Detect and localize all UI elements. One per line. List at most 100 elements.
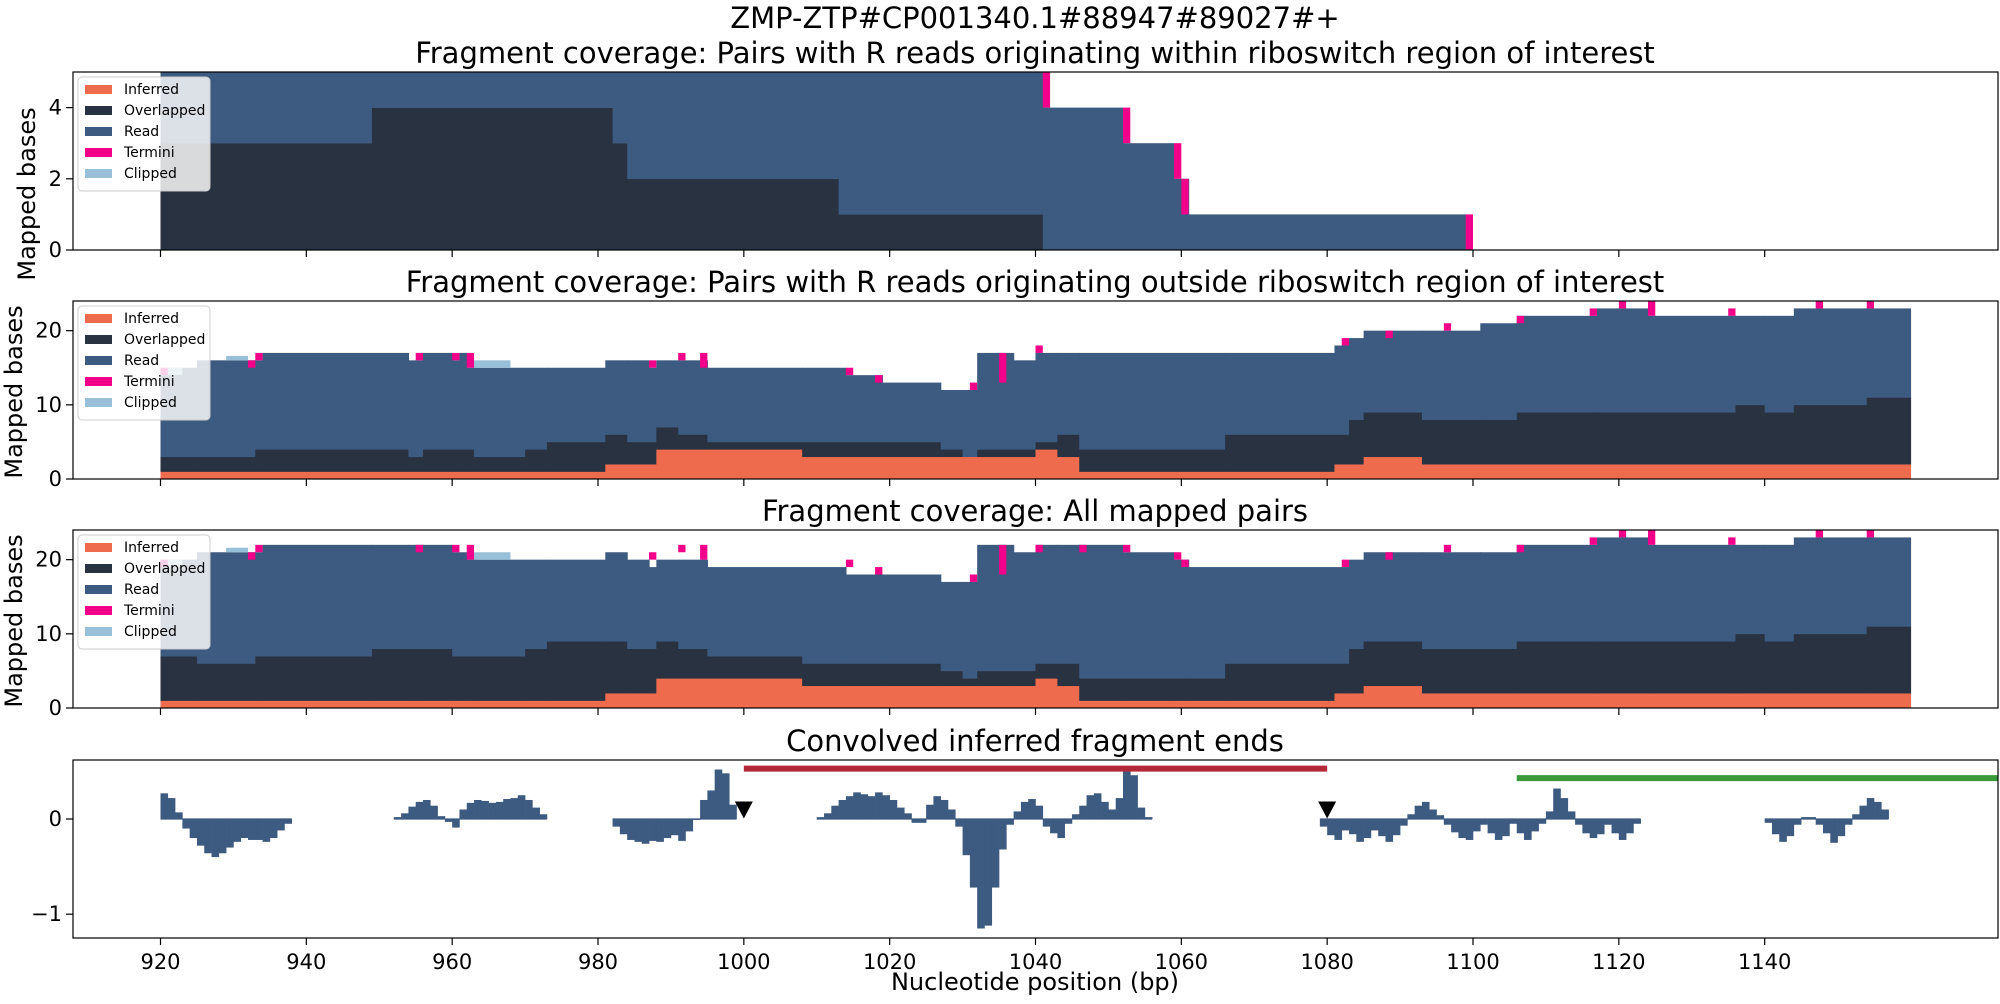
read-bar [1123, 143, 1175, 250]
overlapped-bar [1421, 648, 1481, 694]
read-bar [262, 544, 373, 657]
termini-bar [649, 360, 657, 368]
convolved-bar [896, 807, 905, 820]
inferred-bar [262, 471, 410, 479]
overlapped-bar [1480, 419, 1518, 465]
overlapped-bar [1079, 449, 1226, 472]
convolved-bar [218, 819, 227, 854]
overlapped-bar [160, 456, 198, 472]
overlapped-bar [962, 678, 978, 687]
convolved-bar [1815, 819, 1824, 825]
convolved-bar [612, 819, 621, 827]
overlapped-bar [466, 449, 475, 472]
read-bar [802, 367, 847, 443]
x-tick-label: 1020 [863, 950, 916, 974]
inferred-bar [466, 471, 475, 479]
overlapped-bar [1385, 412, 1423, 458]
read-bar [605, 360, 628, 435]
convolved-bar [1079, 805, 1087, 820]
overlapped-bar [707, 441, 803, 450]
inferred-bar [882, 685, 942, 708]
convolved-bar [1859, 805, 1868, 820]
convolved-bar [1589, 819, 1598, 839]
read-bar [1421, 552, 1481, 649]
overlapped-bar [1363, 641, 1387, 687]
convolved-bar [619, 819, 628, 835]
read-bar [262, 352, 410, 450]
inferred-bar [940, 456, 964, 479]
read-bar [656, 559, 679, 642]
overlapped-bar [452, 449, 461, 472]
overlapped-bar [474, 456, 526, 472]
inferred-bar [1480, 464, 1518, 479]
inferred-bar [882, 456, 942, 479]
inferred-bar [474, 471, 526, 479]
termini-bar [678, 352, 686, 361]
x-tick-label: 960 [432, 950, 472, 974]
convolved-bar [729, 804, 737, 820]
overlapped-bar [262, 449, 410, 472]
read-bar [1385, 552, 1423, 642]
termini-bar [255, 352, 263, 361]
read-bar [1596, 308, 1649, 413]
inferred-bar [1225, 700, 1336, 708]
read-bar [1421, 330, 1481, 420]
convolved-bar [1130, 775, 1138, 820]
read-bar [649, 367, 657, 443]
overlapped-bar [452, 656, 468, 701]
inferred-bar [678, 449, 708, 479]
convolved-bar [948, 809, 956, 820]
convolved-bar [503, 799, 511, 820]
convolved-bar [233, 819, 242, 842]
overlapped-bar [1735, 404, 1766, 465]
convolved-bar [1509, 819, 1518, 824]
chart-title: Convolved inferred fragment ends [786, 724, 1284, 758]
convolved-bar [269, 819, 278, 839]
legend: Inferred Overlapped Read Termini Clipped [77, 534, 211, 650]
overlapped-bar [1013, 449, 1037, 458]
inferred-bar [255, 471, 264, 479]
convolved-bar [1050, 819, 1058, 834]
inferred-bar [977, 456, 1015, 479]
convolved-bar [1385, 819, 1394, 842]
read-bar [962, 581, 978, 679]
overlapped-bar [1225, 434, 1336, 472]
overlapped-bar [678, 648, 708, 679]
legend-swatch-overlapped [85, 564, 112, 573]
convolved-bar [824, 813, 832, 820]
convolved-bar [510, 798, 519, 820]
overlapped-bar [1334, 434, 1350, 465]
termini-bar [1618, 301, 1627, 309]
clipped-bar [226, 547, 248, 553]
termini-bar [1443, 544, 1452, 553]
inferred-bar [525, 471, 548, 479]
read-bar [1334, 567, 1350, 664]
convolved-bar [393, 817, 402, 820]
convolved-bar [1830, 819, 1838, 843]
inferred-bar [1363, 456, 1387, 479]
convolved-bar [248, 819, 256, 840]
inferred-bar [1035, 449, 1044, 479]
convolved-bar [1575, 819, 1583, 825]
x-tick-label: 1060 [1155, 950, 1208, 974]
convolved-bar [277, 819, 285, 831]
convolved-bar [1064, 819, 1073, 824]
inferred-bar [1421, 464, 1481, 479]
termini-bar [969, 574, 978, 582]
inferred-bar [962, 456, 978, 479]
convolved-bar [1035, 805, 1044, 820]
inferred-bar [160, 471, 198, 479]
overlapped-bar [408, 648, 424, 701]
inferred-bar [1349, 693, 1365, 708]
termini-bar [1815, 301, 1823, 309]
convolved-bar [991, 819, 1000, 888]
overlapped-bar [649, 441, 657, 465]
overlapped-bar [1648, 412, 1737, 465]
convolved-bar [1626, 819, 1634, 834]
termini-bar [1123, 107, 1131, 144]
overlapped-bar [160, 656, 198, 701]
inferred-bar [1516, 693, 1598, 708]
read-bar [408, 544, 424, 649]
overlapped-bar [678, 434, 708, 450]
overlapped-bar [255, 656, 264, 701]
